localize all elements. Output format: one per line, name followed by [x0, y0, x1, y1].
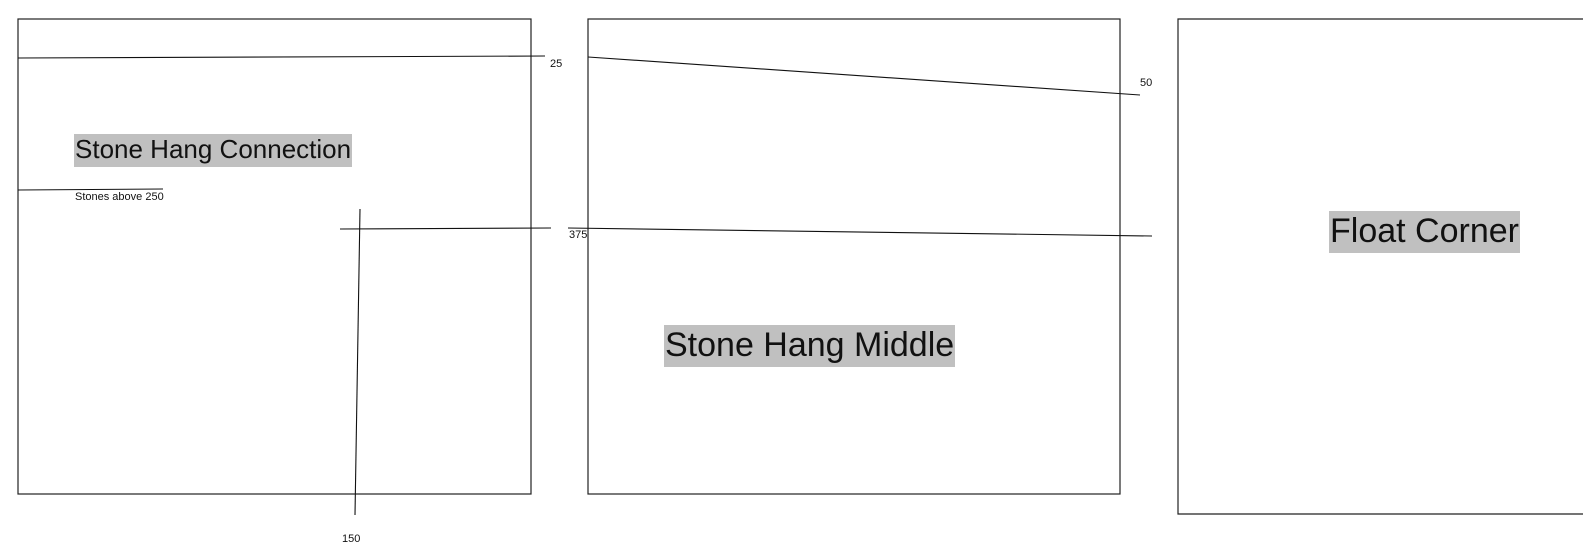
- dimension-label-150: 150: [342, 533, 361, 545]
- dimension-line-375: [567, 227, 1153, 237]
- panel-stone-hang-middle-outline: [587, 18, 1121, 495]
- panel-float-corner-outline: [1177, 18, 1583, 515]
- panel-note-stones-above: Stones above 250: [75, 191, 164, 203]
- stones-above-underline: [17, 188, 164, 191]
- panel-title-float-corner: Float Corner: [1329, 211, 1520, 254]
- dimension-line-50: [587, 56, 1141, 96]
- panel-title-stone-hang-connection: Stone Hang Connection: [74, 134, 353, 167]
- panel-title-stone-hang-middle: Stone Hang Middle: [664, 325, 956, 368]
- dimension-label-50: 50: [1140, 77, 1153, 89]
- dimension-label-25: 25: [550, 58, 563, 70]
- dimension-label-375: 375: [569, 229, 588, 241]
- panel-stone-hang-connection-outline: [17, 18, 532, 495]
- dimension-line-horizontal-panel1: [339, 227, 552, 230]
- dimension-line-25: [17, 55, 546, 59]
- dimension-line-150: [354, 208, 361, 516]
